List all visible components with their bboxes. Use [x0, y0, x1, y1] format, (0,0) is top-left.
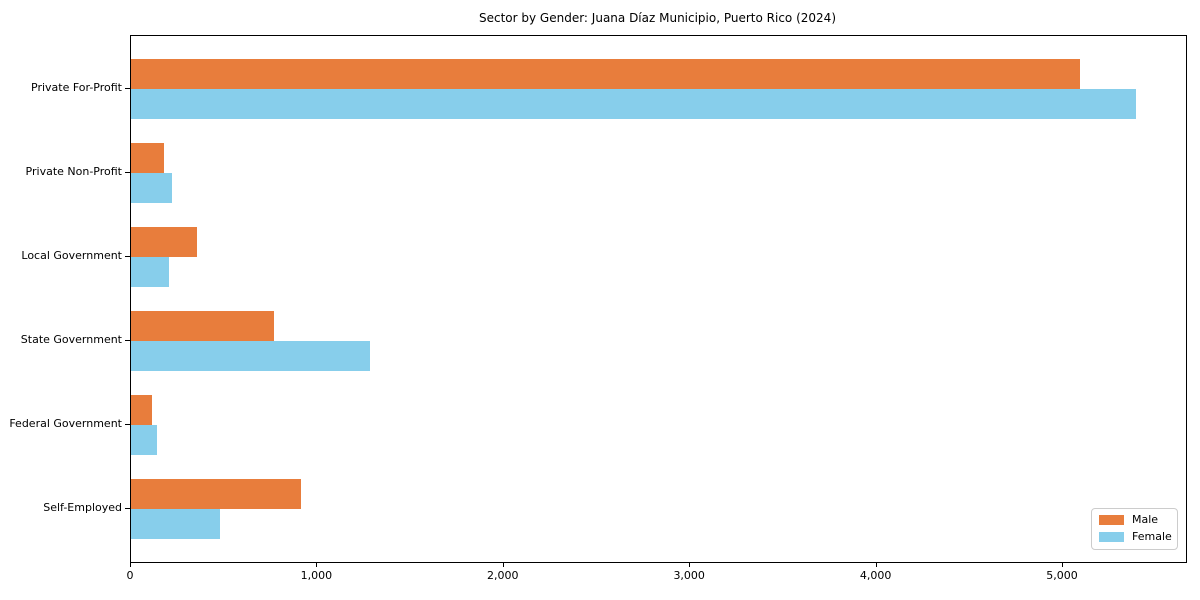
legend-item-female: Female [1099, 530, 1172, 543]
legend: Male Female [1091, 508, 1178, 550]
legend-item-male: Male [1099, 514, 1170, 526]
bar-male-state-government [131, 311, 274, 341]
x-tick-mark [1062, 562, 1063, 567]
x-tick-label-4-000: 4,000 [859, 569, 892, 582]
x-tick-mark [689, 562, 691, 567]
y-tick-label-private-non-profit: Private Non-Profit [25, 165, 122, 178]
legend-label-male: Male [1132, 513, 1159, 526]
y-tick-mark [125, 256, 130, 257]
bar-female-private-for-profit [131, 89, 1136, 119]
bar-male-local-government [131, 227, 198, 257]
y-tick-label-private-for-profit: Private For-Profit [31, 81, 122, 94]
y-tick-label-local-government: Local Government [21, 249, 122, 262]
legend-swatch-female [1099, 532, 1124, 542]
x-tick-mark [875, 562, 877, 567]
y-tick-mark [125, 424, 130, 425]
bar-male-self-employed [131, 479, 301, 509]
x-tick-label-1-000: 1,000 [300, 569, 333, 582]
bar-female-state-government [131, 341, 370, 371]
x-tick-label-2-000: 2,000 [487, 569, 519, 582]
y-tick-label-state-government: State Government [20, 333, 122, 346]
chart-title: Sector by Gender: Juana Díaz Municipio, … [479, 11, 836, 25]
legend-label-female: Female [1132, 530, 1172, 543]
y-tick-mark [125, 88, 130, 89]
legend-swatch-male [1099, 515, 1124, 525]
y-tick-label-federal-government: Federal Government [9, 417, 122, 430]
bar-male-federal-government [131, 395, 153, 425]
x-tick-label-3-000: 3,000 [673, 569, 705, 582]
plot-area [130, 35, 1187, 563]
x-tick-mark [502, 562, 504, 567]
x-tick-label-5-000: 5,000 [1046, 569, 1078, 582]
y-tick-mark [125, 172, 130, 173]
y-tick-label-self-employed: Self-Employed [43, 501, 122, 514]
bar-female-private-non-profit [131, 173, 172, 203]
bar-male-private-for-profit [131, 59, 1080, 89]
x-tick-mark [316, 562, 318, 567]
bar-female-federal-government [131, 425, 158, 455]
bar-female-local-government [131, 257, 170, 287]
bar-female-self-employed [131, 509, 221, 539]
y-tick-mark [125, 508, 130, 509]
bar-male-private-non-profit [131, 143, 164, 173]
x-tick-label-0: 0 [126, 569, 134, 582]
x-tick-mark [130, 562, 131, 567]
y-tick-mark [125, 340, 130, 341]
